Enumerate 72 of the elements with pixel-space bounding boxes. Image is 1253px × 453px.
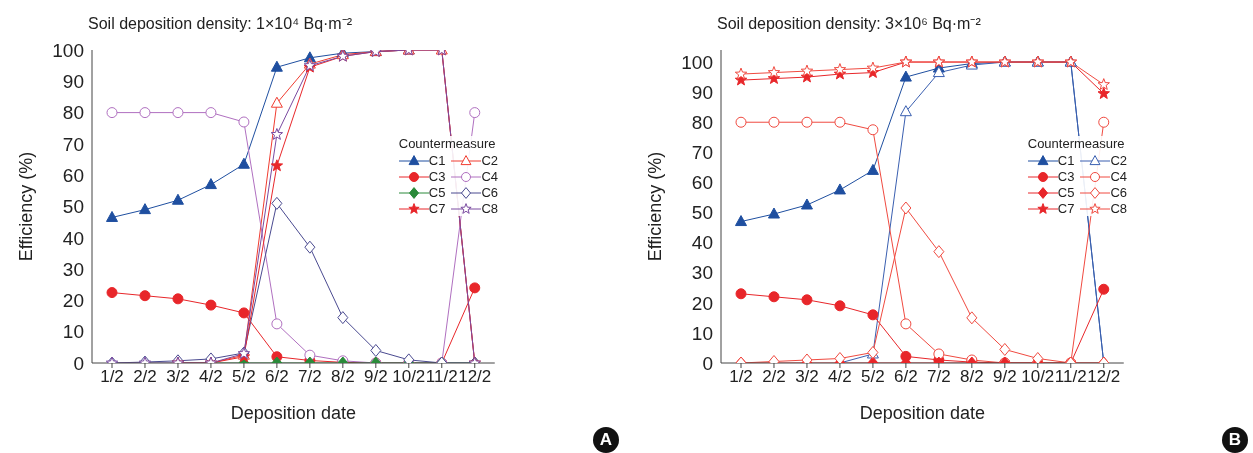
legend-label: C6 [481,185,498,200]
y-tick-label: 80 [691,111,713,133]
legend-label: C3 [428,169,446,184]
x-tick-label: 6/2 [894,367,918,387]
legend-label: C5 [1057,185,1075,200]
legend-label: C6 [1110,185,1127,200]
legend-label: C4 [1110,169,1127,184]
legend-label: C2 [1110,153,1127,168]
y-tick-label: 0 [702,352,713,374]
legend-title: Countermeasure [398,136,497,151]
y-tick-label: 50 [691,202,713,224]
y-tick-label: 70 [691,142,713,164]
x-tick-label: 2/2 [762,367,786,387]
legend-label: C7 [428,201,446,216]
y-tick-label: 40 [62,227,84,249]
x-tick-label: 12/2 [458,367,492,387]
x-tick-label: 12/2 [1087,367,1121,387]
x-axis-title: Deposition date [859,403,985,423]
legend-label: C2 [481,153,498,168]
x-tick-label: 10/2 [1021,367,1055,387]
x-tick-label: 3/2 [166,367,190,387]
legend-label: C3 [1057,169,1075,184]
y-tick-label: 20 [62,290,84,312]
x-axis-title: Deposition date [230,403,356,423]
x-tick-label: 3/2 [795,367,819,387]
y-tick-label: 100 [681,51,713,73]
legend-label: C5 [428,185,446,200]
y-axis-title: Efficiency (%) [645,151,666,262]
y-tick-label: 50 [62,196,84,218]
y-tick-label: 20 [691,292,713,314]
x-tick-label: 8/2 [960,367,984,387]
x-tick-label: 5/2 [232,367,256,387]
y-tick-label: 60 [691,172,713,194]
chart-title: Soil deposition density: 1×10⁴ Bq·m⁻² [88,14,353,34]
x-tick-label: 4/2 [828,367,852,387]
x-tick-label: 5/2 [861,367,885,387]
legend-label: C1 [1057,153,1075,168]
legend-title: Countermeasure [1027,136,1126,151]
chart-title: Soil deposition density: 3×10⁶ Bq·m⁻² [717,14,981,34]
x-tick-label: 6/2 [265,367,289,387]
x-tick-label: 7/2 [927,367,951,387]
y-tick-label: 70 [62,133,84,155]
x-tick-label: 1/2 [729,367,753,387]
x-tick-label: 9/2 [993,367,1017,387]
y-tick-label: 90 [62,71,84,93]
legend-label: C8 [481,201,498,216]
y-tick-label: 0 [73,352,84,374]
legend-label: C8 [1110,201,1127,216]
y-tick-label: 30 [691,262,713,284]
x-tick-label: 11/2 [1054,367,1087,387]
x-tick-label: 11/2 [425,367,458,387]
y-tick-label: 10 [691,322,713,344]
y-tick-label: 90 [691,81,713,103]
legend-label: C1 [428,153,446,168]
x-tick-label: 2/2 [133,367,157,387]
text: B [1222,427,1248,453]
x-tick-label: 1/2 [100,367,124,387]
x-tick-label: 9/2 [364,367,388,387]
y-tick-label: 30 [62,258,84,280]
x-tick-label: 8/2 [331,367,355,387]
legend-label: C4 [481,169,498,184]
y-tick-label: 100 [52,39,84,61]
x-tick-label: 7/2 [298,367,322,387]
y-tick-label: 10 [62,321,84,343]
y-tick-label: 80 [62,102,84,124]
x-tick-label: 10/2 [392,367,426,387]
legend-label: C7 [1057,201,1075,216]
y-tick-label: 40 [691,232,713,254]
y-tick-label: 60 [62,164,84,186]
text: A [593,427,619,453]
y-axis-title: Efficiency (%) [16,151,37,262]
x-tick-label: 4/2 [199,367,223,387]
